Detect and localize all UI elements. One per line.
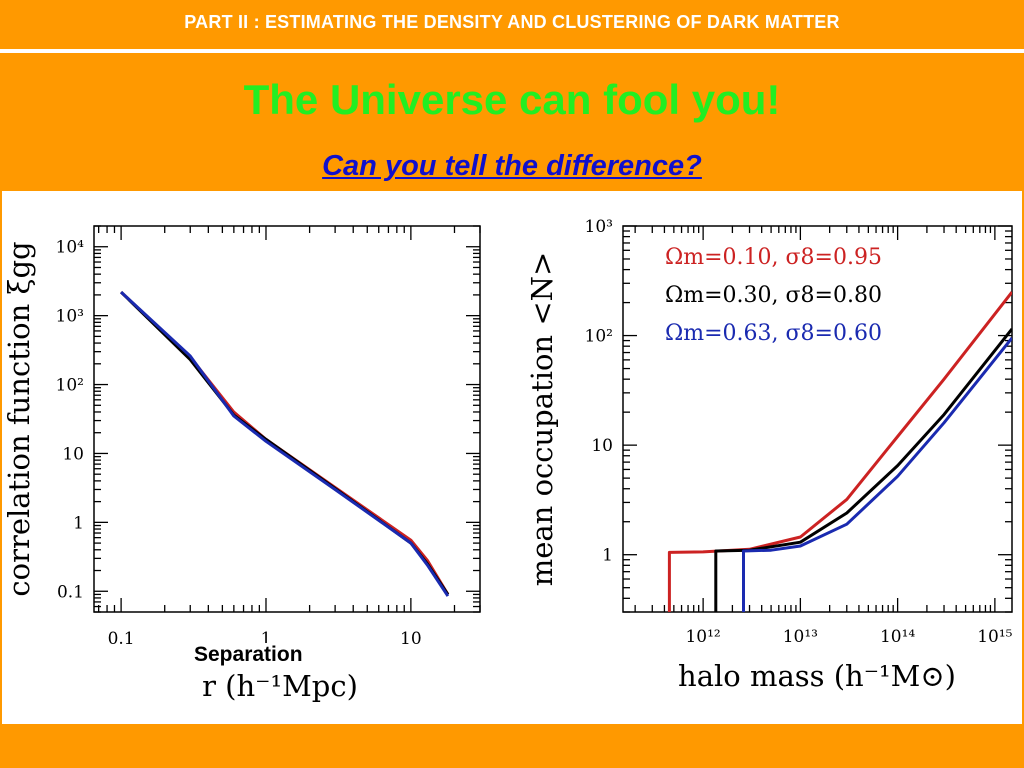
footer-bar <box>0 724 1024 768</box>
page-title: The Universe can fool you! <box>243 76 781 123</box>
legend-entry: Ωm=0.63, σ8=0.60 <box>665 321 882 346</box>
figure-panel: 0.1 1 10 0.1 1 10 10² 10³ 10⁴ correlation functi… <box>2 191 1022 724</box>
occupation-plot-frame <box>622 225 1013 613</box>
figure-svg: 0.1 1 10 0.1 1 10 10² 10³ 10⁴ correlation functi… <box>2 217 1013 703</box>
occupation-y-tick-label: 10 <box>591 436 613 456</box>
page-subtitle: Can you tell the difference? <box>322 150 702 182</box>
legend-entry: Ωm=0.10, σ8=0.95 <box>665 245 882 270</box>
occupation-series-line-2 <box>742 337 1012 612</box>
correlation-chart: 0.1 1 10 0.1 1 10 10² 10³ 10⁴ correlation functi… <box>2 225 481 703</box>
correlation-x-axis-label: r (h⁻¹Mpc) <box>202 669 358 703</box>
correlation-y-axis-label: correlation function ξgg <box>2 241 36 596</box>
occupation-x-tick-label: 10¹² <box>685 627 720 647</box>
occupation-y-tick-label: 1 <box>602 546 613 566</box>
correlation-series-line-2 <box>120 290 450 597</box>
separation-annotation: Separation <box>194 643 303 667</box>
header-text: PART II : ESTIMATING THE DENSITY AND CLU… <box>184 12 840 32</box>
occupation-chart: 10¹² 10¹³ 10¹⁴ 10¹⁵ 1 10 10² 10³ Ωm=0.10, σ8=0.… <box>525 217 1013 693</box>
occupation-series-line-0 <box>667 291 1012 612</box>
header-divider <box>0 49 1024 53</box>
correlation-x-tick-label: 0.1 <box>108 629 135 649</box>
occupation-series-line-1 <box>714 327 1012 612</box>
correlation-x-tick-label: 1 <box>261 629 272 649</box>
occupation-y-axis-label: mean occupation <N> <box>525 252 559 587</box>
occupation-x-axis-label: halo mass (h⁻¹M⊙) <box>678 659 956 693</box>
legend-entry: Ωm=0.30, σ8=0.80 <box>665 283 882 308</box>
correlation-x-tick-label: 10 <box>400 629 422 649</box>
occupation-y-tick-label: 10³ <box>585 217 613 237</box>
occupation-x-tick-label: 10¹⁵ <box>977 627 1012 647</box>
header-bar <box>0 0 1024 46</box>
correlation-y-tick-label: 1 <box>73 513 84 533</box>
correlation-y-tick-label: 10 <box>62 444 84 464</box>
occupation-x-tick-label: 10¹³ <box>783 627 818 647</box>
occupation-y-tick-label: 10² <box>585 327 613 347</box>
occupation-x-tick-label: 10¹⁴ <box>880 627 915 647</box>
correlation-y-tick-label: 0.1 <box>57 582 84 602</box>
correlation-y-tick-label: 10³ <box>56 307 84 327</box>
correlation-plot-frame <box>93 225 481 613</box>
correlation-y-tick-label: 10⁴ <box>56 238 85 258</box>
correlation-y-tick-label: 10² <box>56 376 84 396</box>
